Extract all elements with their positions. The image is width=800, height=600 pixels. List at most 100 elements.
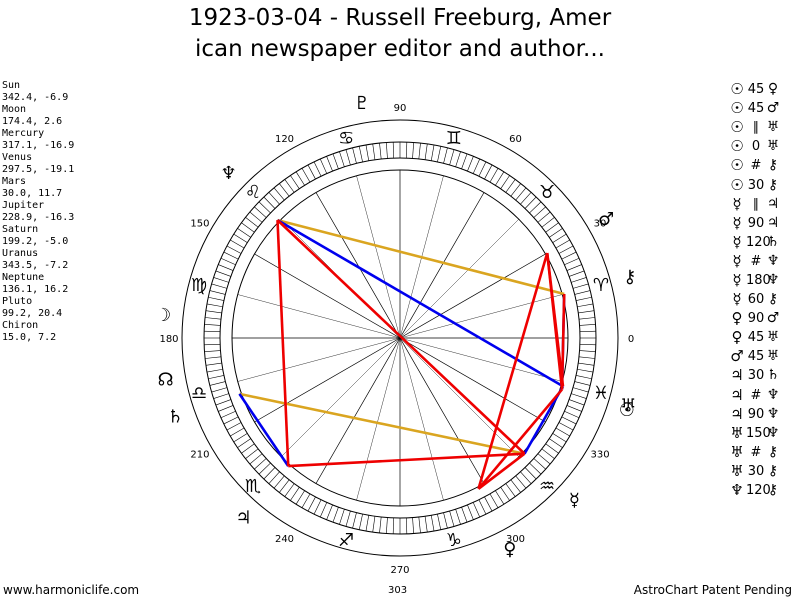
planet-glyph-icon: ⚷ (767, 176, 779, 193)
planet-position: 174.4, 2.6 (2, 116, 63, 127)
degree-tick (226, 245, 242, 254)
footer-patent-note: AstroChart Patent Pending (633, 583, 792, 597)
degree-tick (412, 517, 414, 534)
planet-glyph-icon: ♀ (767, 81, 779, 98)
aspect-row: ☉ ∥ ♅ (728, 118, 780, 137)
degree-tick (345, 149, 351, 166)
degree-tick (205, 362, 222, 366)
degree-tick (233, 233, 248, 243)
degree-tick (569, 399, 585, 406)
degree-tick (424, 516, 428, 533)
planet-glyph-icon: ☉ (730, 175, 744, 194)
degree-tick (489, 493, 499, 508)
degree-label: 330 (591, 450, 610, 461)
degree-tick (339, 509, 345, 525)
degree-tick (552, 233, 567, 243)
degree-tick (555, 239, 570, 249)
degree-tick (352, 512, 357, 529)
degree-tick (524, 196, 537, 209)
planet-glyph-icon: ☿ (732, 290, 742, 309)
degree-tick (455, 151, 461, 167)
degree-tick (284, 483, 295, 497)
degree-tick (430, 144, 435, 161)
degree-label: 120 (275, 134, 294, 145)
aspect-symbol: 90 (747, 215, 765, 231)
aspect-row: ☿ 120 ♄ (728, 233, 780, 252)
zodiac-sign-icon: ♌ (245, 182, 261, 203)
degree-tick (472, 158, 480, 174)
planet-glyph-icon: ♄ (766, 233, 780, 250)
degree-tick (230, 239, 245, 249)
degree-tick (205, 317, 222, 320)
chart-title-line1: 1923-03-04 - Russell Freeburg, Amer (188, 5, 612, 31)
aspect-line (239, 392, 525, 455)
degree-tick (572, 283, 589, 289)
degree-tick (230, 427, 245, 437)
aspect-row: ☿ # ♆ (728, 252, 780, 271)
aspect-symbol: # (750, 387, 762, 403)
degree-tick (284, 179, 295, 193)
degree-label: 60 (509, 134, 522, 145)
degree-tick (578, 317, 595, 320)
planet-glyph-icon: ☉ (730, 118, 744, 137)
aspect-symbol: 45 (747, 349, 765, 365)
degree-tick (332, 153, 339, 169)
degree-tick (279, 183, 290, 197)
degree-tick (307, 164, 316, 180)
degree-tick (209, 381, 226, 386)
aspect-line (545, 252, 565, 387)
degree-tick (206, 303, 223, 308)
degree-tick (577, 303, 594, 308)
degree-tick (249, 211, 263, 223)
aspect-row: ♃ # ♆ (728, 386, 780, 405)
aspect-symbol: ∥ (752, 120, 760, 136)
planet-glyph-icon: ⚷ (767, 157, 779, 174)
degree-tick (213, 393, 229, 399)
zodiac-sign-icon: ♑ (446, 530, 462, 551)
degree-tick (418, 516, 421, 533)
degree-tick (545, 443, 559, 454)
degree-tick (520, 192, 532, 205)
planet-glyph-icon: ♆ (766, 424, 780, 441)
aspect-symbol: 45 (747, 82, 765, 98)
degree-tick (515, 187, 527, 201)
planet-glyph-icon: ☿ (732, 194, 742, 213)
degree-tick (313, 161, 322, 177)
planet-name: Venus (2, 152, 33, 163)
planet-glyph-icon: ♃ (766, 195, 780, 212)
degree-tick (549, 228, 563, 238)
degree-tick (529, 201, 542, 214)
planet-glyph-icon: ☉ (730, 80, 744, 99)
planet-name: Mars (2, 176, 27, 187)
degree-tick (254, 206, 267, 218)
degree-label: 180 (159, 334, 178, 345)
degree-tick (358, 514, 363, 530)
degree-label: 240 (275, 534, 294, 545)
planet-glyph-icon: ♆ (766, 271, 780, 288)
planet-glyph-icon: ♄ (167, 406, 183, 427)
degree-tick (352, 147, 357, 164)
degree-tick (206, 368, 223, 373)
planet-glyph-icon: ♀ (503, 539, 516, 560)
degree-tick (204, 324, 221, 326)
planet-glyph-icon: ♆ (766, 386, 780, 403)
degree-tick (579, 350, 596, 352)
degree-tick (489, 168, 499, 183)
degree-tick (520, 471, 532, 484)
degree-tick (524, 467, 537, 480)
degree-tick (365, 144, 370, 161)
degree-tick (320, 158, 328, 174)
aspect-symbol: # (750, 253, 762, 269)
planet-glyph-icon: ☿ (732, 232, 742, 251)
aspect-line (477, 452, 526, 490)
aspect-row: ♃ 90 ♆ (728, 405, 780, 424)
zodiac-sign-icon: ♐ (338, 530, 354, 551)
aspect-symbol: 30 (747, 368, 765, 384)
degree-tick (449, 149, 455, 166)
degree-tick (455, 509, 461, 525)
degree-tick (268, 192, 280, 205)
planet-name: Uranus (2, 248, 39, 259)
degree-tick (437, 514, 442, 530)
planet-name: Pluto (2, 296, 33, 307)
